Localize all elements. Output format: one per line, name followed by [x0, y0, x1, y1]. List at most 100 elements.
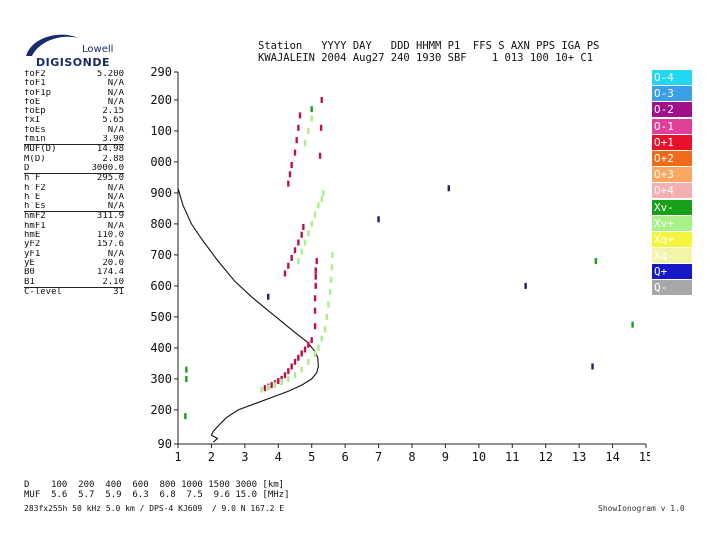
- param-value: N/A: [107, 125, 124, 135]
- param-label: foEp: [24, 107, 46, 117]
- legend-item: O-4: [652, 70, 692, 85]
- param-label: h`F2: [24, 183, 46, 193]
- echo-point: [310, 115, 313, 122]
- echo-point: [185, 375, 188, 382]
- param-value: 295.0: [96, 173, 124, 184]
- legend-item: O+2: [652, 150, 692, 166]
- echo-point: [307, 230, 310, 237]
- echo-point: [293, 247, 297, 254]
- param-value: 5.200: [96, 70, 124, 79]
- param-row: foEs N/A: [24, 126, 124, 135]
- echo-point: [310, 337, 313, 344]
- x-tick-label: 3: [241, 450, 248, 464]
- echo-point: [293, 372, 297, 379]
- echo-point: [260, 386, 263, 393]
- echo-point: [325, 313, 328, 320]
- echo-point: [303, 239, 307, 246]
- echo-point: [303, 346, 307, 353]
- legend-item: O-3: [652, 86, 692, 102]
- param-label: h`Es: [24, 202, 46, 212]
- legend-item: O+4: [652, 183, 692, 199]
- echo-point: [317, 202, 320, 209]
- y-tick-label: 400: [150, 341, 172, 355]
- param-value: 3000.0: [91, 163, 124, 173]
- param-row: h`F2 N/A: [24, 184, 124, 193]
- version-label: ShowIonogram v 1.0: [598, 504, 685, 513]
- param-value: N/A: [107, 79, 124, 89]
- param-value: N/A: [107, 192, 124, 202]
- echo-point: [320, 196, 323, 203]
- param-row: foE N/A: [24, 98, 124, 107]
- param-row: foEp 2.15: [24, 107, 124, 116]
- echo-point: [185, 366, 188, 373]
- echo-point: [290, 363, 293, 370]
- footer-distance-row: D 100 200 400 600 800 1000 1500 3000 [km…: [24, 480, 285, 490]
- echo-point: [591, 363, 594, 370]
- header-line-1: Station YYYY DAY DDD HHMM P1 FFS S AXN P…: [258, 40, 600, 52]
- echo-point: [290, 162, 293, 168]
- legend-item: O+3: [652, 167, 692, 183]
- legend-item: Xq+: [652, 231, 692, 247]
- echo-point: [300, 366, 303, 373]
- echo-point: [594, 258, 598, 265]
- param-row: fmin 3.90: [24, 135, 124, 144]
- echo-point: [267, 293, 270, 300]
- echo-point: [447, 185, 450, 192]
- legend-item: Q-: [652, 280, 692, 296]
- echo-point: [320, 335, 323, 342]
- echo-point: [313, 307, 317, 314]
- echo-point: [327, 301, 330, 308]
- param-label: yF1: [24, 249, 41, 259]
- legend-item: O-2: [652, 102, 692, 118]
- x-tick-label: 6: [342, 450, 349, 464]
- echo-point: [283, 270, 287, 277]
- echo-point: [287, 180, 290, 187]
- echo-point: [297, 124, 300, 131]
- y-tick-label: 1200: [150, 93, 172, 107]
- echo-point: [631, 321, 634, 328]
- x-tick-label: 12: [538, 450, 552, 464]
- y-tick-label: 800: [150, 217, 172, 231]
- x-tick-label: 15: [639, 450, 650, 464]
- legend: O-4 O-3 O-2 O-1 O+1 O+2 O+3 O+4 Xv- Xv+ Xq+ Xq- Q+ Q-: [652, 70, 692, 297]
- x-tick-label: 10: [472, 450, 486, 464]
- echo-point: [277, 378, 280, 385]
- param-row: M(D) 2.88: [24, 155, 124, 164]
- param-label: foEs: [24, 125, 46, 135]
- echo-point: [263, 385, 267, 392]
- echo-point: [295, 137, 298, 144]
- y-tick-label: 500: [150, 310, 172, 324]
- echo-point: [317, 344, 320, 351]
- echo-point: [303, 140, 307, 147]
- param-label: fmin: [24, 135, 46, 145]
- param-label: hmF1: [24, 221, 46, 231]
- echo-point: [313, 295, 317, 302]
- y-tick-label: 300: [150, 372, 172, 386]
- param-value: 174.4: [96, 268, 124, 278]
- echo-point: [313, 323, 317, 330]
- x-tick-label: 4: [275, 450, 282, 464]
- param-row: fxI 5.65: [24, 116, 124, 125]
- x-tick-label: 5: [308, 450, 315, 464]
- ionogram-chart: 9020030040050060070080090010001100120012…: [150, 65, 650, 464]
- x-tick-label: 1: [174, 450, 181, 464]
- echo-point: [300, 350, 303, 357]
- legend-item: Xv-: [652, 199, 692, 215]
- legend-item: Xq-: [652, 248, 692, 264]
- echo-point: [320, 96, 323, 103]
- param-label: foF1p: [24, 88, 52, 98]
- echo-point: [273, 382, 277, 389]
- echo-point: [329, 276, 333, 283]
- param-row: MUF(D) 14.98: [24, 144, 124, 154]
- logo-text-digisonde: DIGISONDE: [36, 56, 110, 69]
- param-label: yE: [24, 258, 35, 268]
- echo-point: [293, 149, 297, 156]
- param-value: 157.6: [96, 240, 124, 250]
- echo-point: [280, 375, 283, 382]
- x-tick-label: 8: [408, 450, 415, 464]
- param-row: h`E N/A: [24, 193, 124, 202]
- legend-item: Q+: [652, 264, 692, 280]
- echo-point: [283, 372, 287, 379]
- echo-point: [313, 351, 317, 358]
- param-value: N/A: [107, 221, 124, 231]
